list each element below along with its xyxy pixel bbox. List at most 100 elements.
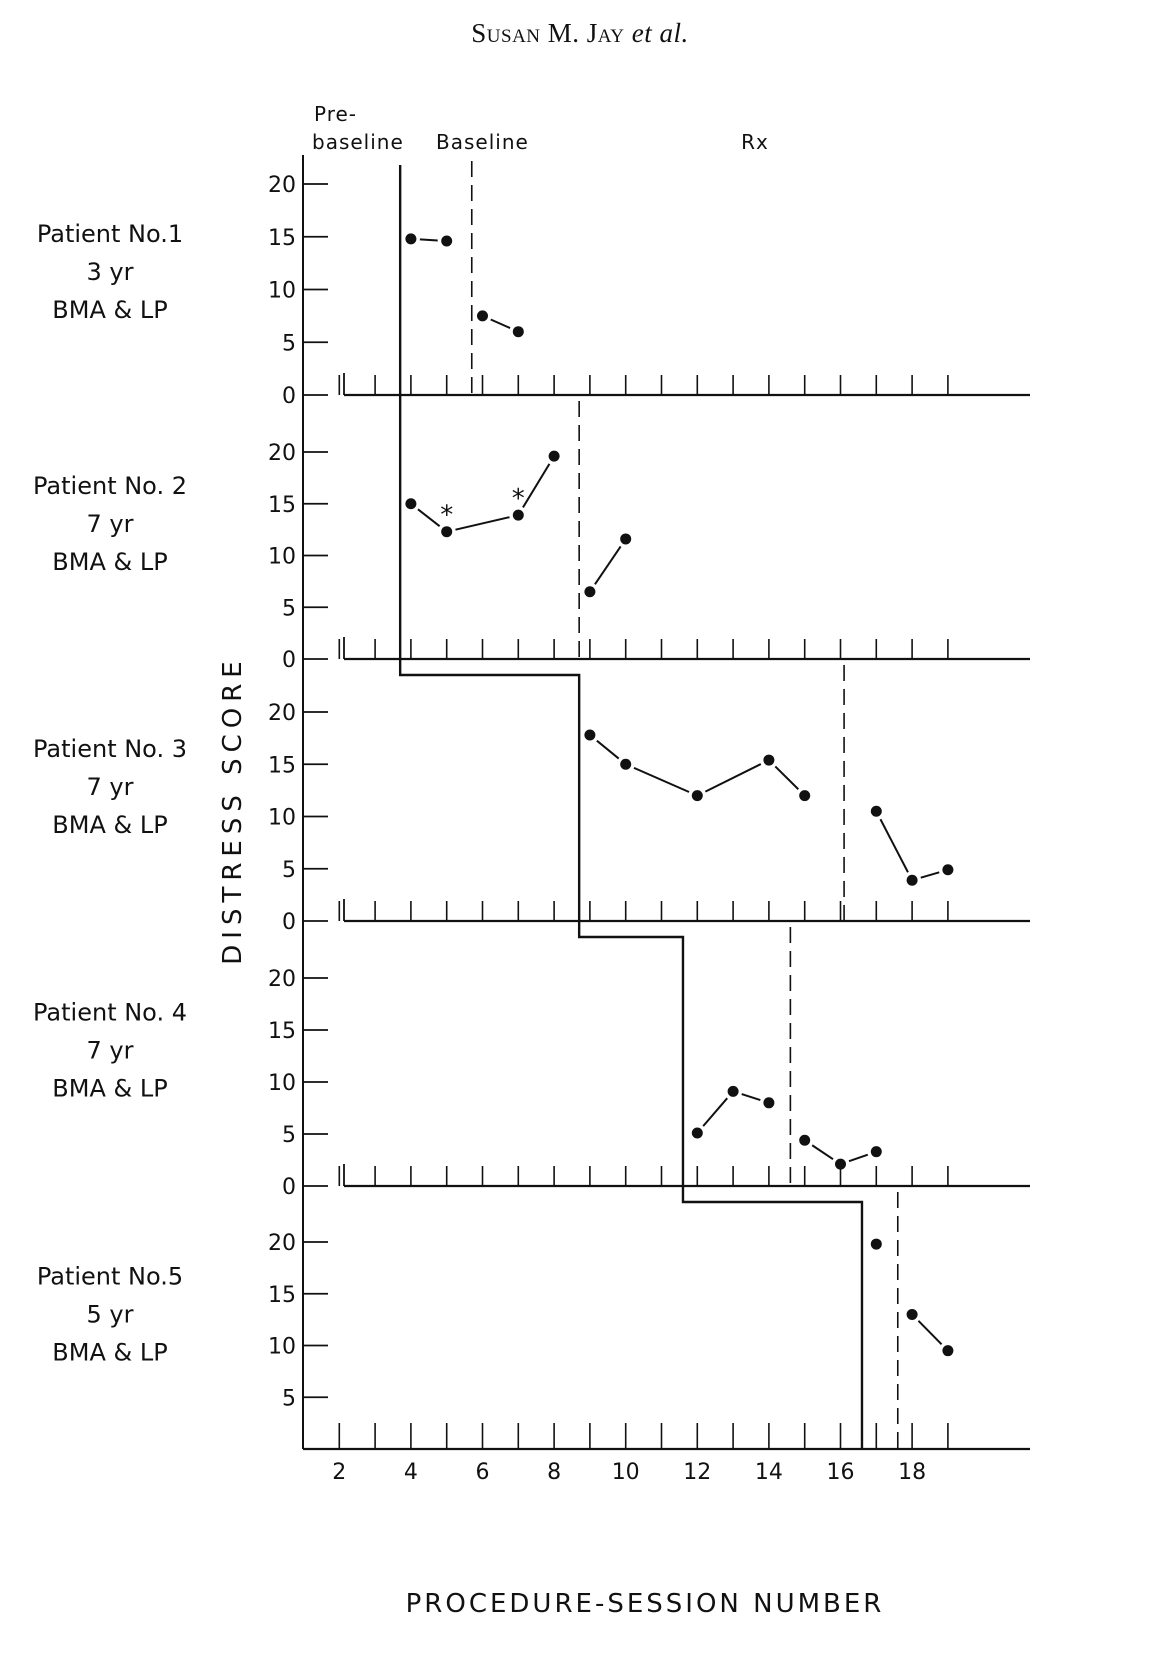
- y-tick-label: 20: [268, 967, 296, 992]
- x-tick-label: 18: [898, 1460, 926, 1485]
- y-tick-label: 15: [268, 753, 296, 778]
- series-line: [594, 545, 622, 585]
- patient-procedure-label: BMA & LP: [52, 1339, 167, 1367]
- y-tick-label: 0: [282, 384, 296, 409]
- data-point: [620, 758, 632, 770]
- data-point: [835, 1158, 846, 1170]
- data-point: [763, 1097, 775, 1109]
- y-tick-label: 20: [268, 1231, 296, 1256]
- data-point: [477, 310, 488, 322]
- data-point: [906, 874, 918, 886]
- series-line: [917, 1320, 943, 1345]
- y-tick-label: 15: [268, 1283, 296, 1308]
- y-tick-label: 10: [268, 1335, 296, 1360]
- patient-name-label: Patient No.5: [37, 1263, 183, 1291]
- series-line: [490, 318, 511, 329]
- patient-procedure-label: BMA & LP: [52, 296, 167, 324]
- data-point: [727, 1085, 739, 1097]
- y-tick-label: 5: [282, 331, 296, 356]
- data-layer: [405, 233, 954, 1357]
- phase-label-baseline: Baseline: [436, 130, 529, 154]
- y-tick-label: 5: [282, 858, 296, 883]
- x-axis-title: PROCEDURE-SESSION NUMBER: [406, 1589, 885, 1619]
- phase-label-prebaseline-line1: Pre-: [314, 102, 357, 126]
- y-tick-label: 15: [268, 493, 296, 518]
- data-point: [799, 1134, 811, 1146]
- data-point: [942, 864, 954, 876]
- series-line: [522, 463, 551, 508]
- y-tick-label: 0: [282, 910, 296, 935]
- series-line: [879, 818, 909, 873]
- patient-age-label: 7 yr: [87, 510, 134, 538]
- y-tick-label: 5: [282, 1123, 296, 1148]
- data-point: [906, 1308, 918, 1320]
- data-point: [691, 790, 703, 802]
- y-tick-label: 20: [268, 701, 296, 726]
- series-line: [596, 739, 620, 760]
- series-line: [704, 763, 762, 793]
- x-tick-label: 4: [404, 1460, 418, 1485]
- data-point: [870, 1238, 882, 1250]
- data-point: [405, 233, 417, 245]
- y-tick-label: 20: [268, 173, 296, 198]
- phase-lines-layer: [398, 161, 899, 1449]
- y-tick-label: 0: [282, 1175, 296, 1200]
- series-line: [702, 1097, 728, 1127]
- axes-layer: [302, 155, 1030, 1451]
- series-line: [419, 238, 438, 242]
- patient-age-label: 3 yr: [87, 258, 134, 286]
- data-point: [405, 498, 417, 510]
- data-point: [942, 1345, 954, 1357]
- patient-name-label: Patient No.1: [37, 220, 183, 248]
- y-tick-label: 10: [268, 1071, 296, 1096]
- x-tick-label: 10: [612, 1460, 640, 1485]
- data-point: [691, 1127, 703, 1139]
- baseline-staircase-line: [398, 165, 864, 1449]
- x-tick-label: 16: [827, 1460, 855, 1485]
- x-tick-label: 2: [332, 1460, 346, 1485]
- series-line: [848, 1153, 869, 1163]
- y-axis-title: DISTRESS SCORE: [218, 655, 248, 964]
- header-etal: et al.: [631, 18, 689, 48]
- data-point: [441, 526, 453, 538]
- data-point: [548, 450, 560, 462]
- y-tick-label: 20: [268, 441, 296, 466]
- series-line: [811, 1144, 834, 1160]
- y-tick-label: 5: [282, 596, 296, 621]
- star-marker: *: [512, 484, 525, 514]
- data-point: [441, 235, 453, 247]
- phase-label-rx: Rx: [741, 130, 769, 154]
- patient-name-label: Patient No. 3: [33, 735, 187, 763]
- x-tick-label: 8: [547, 1460, 561, 1485]
- y-tick-label: 10: [268, 545, 296, 570]
- page-header: Susan M. Jay et al.: [0, 18, 1160, 49]
- series-line: [774, 765, 800, 790]
- data-point: [799, 790, 811, 802]
- patient-age-label: 7 yr: [87, 773, 134, 801]
- series-line: [920, 871, 940, 879]
- data-point: [870, 1146, 882, 1158]
- star-marker: *: [440, 501, 453, 531]
- header-author: Susan M. Jay: [471, 18, 625, 48]
- series-line: [741, 1093, 761, 1102]
- patient-procedure-label: BMA & LP: [52, 811, 167, 839]
- y-tick-label: 5: [282, 1386, 296, 1411]
- series-line: [417, 508, 441, 527]
- series-line: [455, 516, 510, 531]
- data-point: [584, 729, 596, 741]
- data-point: [870, 805, 882, 817]
- y-tick-label: 15: [268, 226, 296, 251]
- x-tick-label: 6: [476, 1460, 490, 1485]
- phase-label-prebaseline-line2: baseline: [312, 130, 404, 154]
- data-point: [512, 509, 524, 521]
- patient-age-label: 7 yr: [87, 1037, 134, 1065]
- patient-age-label: 5 yr: [87, 1301, 134, 1329]
- data-point: [512, 326, 524, 338]
- x-tick-label: 14: [755, 1460, 783, 1485]
- series-line: [633, 766, 690, 793]
- y-tick-label: 10: [268, 279, 296, 304]
- patient-name-label: Patient No. 2: [33, 472, 187, 500]
- patient-procedure-label: BMA & LP: [52, 548, 167, 576]
